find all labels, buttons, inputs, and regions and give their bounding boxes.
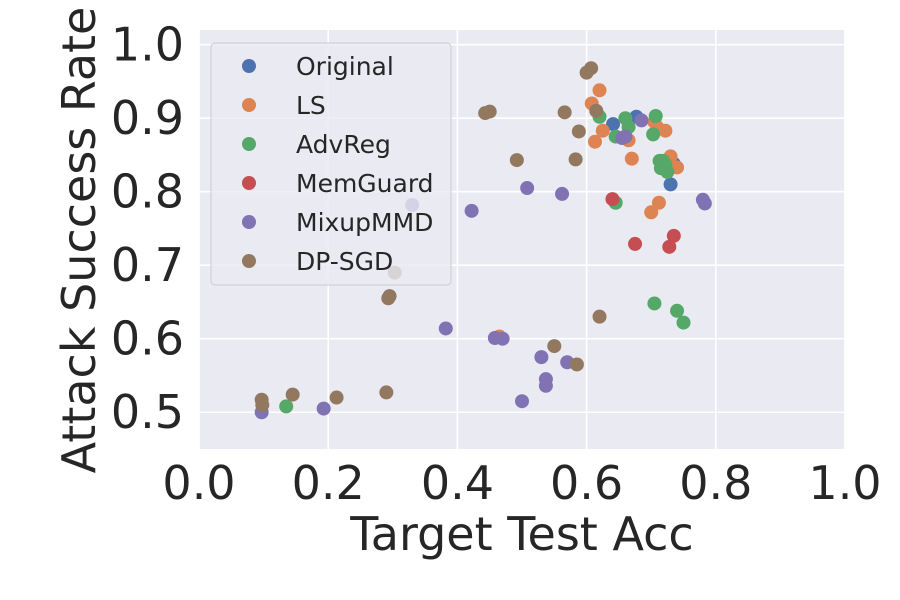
data-point — [646, 127, 661, 142]
data-point — [569, 357, 584, 372]
legend-label: MixupMMD — [296, 208, 433, 237]
data-point — [676, 315, 691, 330]
x-axis-label: Target Test Acc — [349, 507, 693, 561]
data-point — [648, 109, 663, 124]
legend-label: Original — [296, 52, 394, 81]
data-point — [592, 83, 607, 98]
legend-marker — [242, 98, 256, 112]
legend-marker — [242, 137, 256, 151]
data-point — [666, 228, 681, 243]
data-point — [651, 195, 666, 210]
data-point — [534, 350, 549, 365]
data-point — [606, 117, 621, 132]
data-point — [285, 387, 300, 402]
legend-label: LS — [296, 91, 326, 120]
data-point — [615, 131, 630, 146]
data-point — [670, 303, 685, 318]
data-point — [538, 378, 553, 393]
data-point — [279, 399, 294, 414]
data-point — [658, 123, 673, 138]
legend-marker — [242, 59, 256, 73]
x-tick-label: 0.4 — [421, 456, 494, 510]
x-tick-label: 1.0 — [808, 456, 881, 510]
data-point — [509, 153, 524, 168]
data-point — [644, 205, 659, 220]
x-tick-label: 0.6 — [550, 456, 623, 510]
data-points — [254, 61, 712, 420]
legend-marker — [242, 176, 256, 190]
data-point — [605, 192, 620, 207]
y-tick-label: 0.5 — [111, 385, 184, 439]
x-tick-label: 0.8 — [679, 456, 752, 510]
data-point — [520, 181, 535, 196]
data-point — [571, 124, 586, 139]
data-point — [568, 152, 583, 167]
data-point — [515, 394, 529, 409]
data-point — [379, 385, 394, 400]
x-tick-label: 0.0 — [162, 456, 235, 510]
data-point — [584, 61, 599, 76]
x-axis-ticks: 0.0 0.2 0.4 0.6 0.8 1.0 — [162, 456, 881, 510]
data-point — [624, 151, 639, 166]
data-point — [316, 401, 331, 416]
y-tick-label: 0.6 — [111, 312, 184, 366]
data-point — [329, 390, 344, 405]
legend-label: DP-SGD — [296, 247, 393, 276]
data-point — [660, 164, 675, 179]
data-point — [464, 203, 479, 218]
data-point — [557, 105, 572, 120]
y-axis-label: Attack Success Rate — [52, 7, 106, 474]
data-point — [547, 339, 562, 354]
legend-label: AdvReg — [296, 130, 391, 159]
y-tick-label: 0.7 — [111, 238, 184, 292]
data-point — [495, 331, 510, 346]
data-point — [255, 397, 270, 412]
legend-label: MemGuard — [296, 169, 434, 198]
data-point — [647, 296, 662, 311]
data-point — [634, 113, 649, 128]
y-tick-label: 1.0 — [111, 18, 184, 72]
data-point — [628, 236, 643, 251]
legend-box — [210, 42, 452, 286]
data-point — [663, 177, 678, 192]
y-tick-label: 0.9 — [111, 91, 184, 145]
legend: Original LS AdvReg MemGuard MixupMMD DP-SGD — [210, 42, 452, 286]
data-point — [381, 291, 396, 306]
data-point — [592, 309, 607, 324]
data-point — [482, 104, 497, 119]
data-point — [589, 103, 604, 118]
data-point — [697, 196, 712, 211]
data-point — [662, 239, 677, 254]
data-point — [587, 134, 602, 149]
legend-marker — [242, 215, 256, 229]
y-tick-label: 0.8 — [111, 165, 184, 219]
legend-marker — [242, 254, 256, 268]
data-point — [438, 321, 453, 336]
series-memguard — [605, 192, 681, 254]
y-axis-ticks: 0.5 0.6 0.7 0.8 0.9 1.0 — [111, 18, 184, 440]
data-point — [595, 123, 610, 138]
data-point — [555, 186, 570, 201]
x-tick-label: 0.2 — [292, 456, 365, 510]
series-dp-sgd — [254, 61, 607, 412]
